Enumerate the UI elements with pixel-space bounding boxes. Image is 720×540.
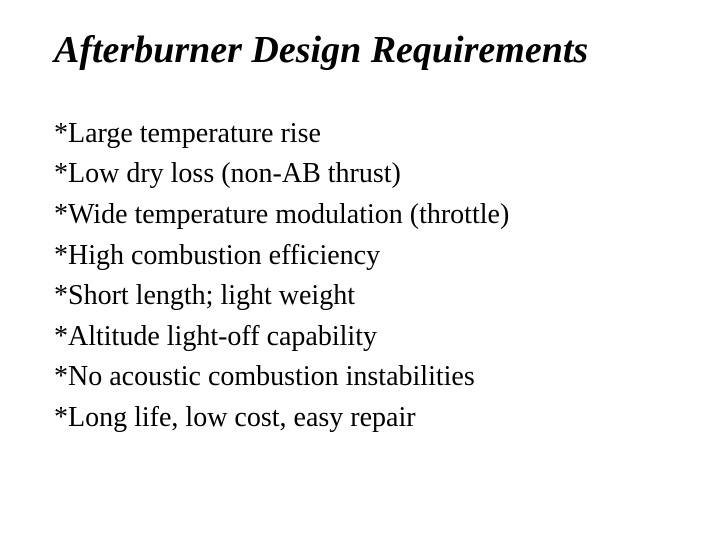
list-item: Short length; light weight	[54, 276, 666, 317]
list-item: High combustion efficiency	[54, 236, 666, 277]
list-item: No acoustic combustion instabilities	[54, 357, 666, 398]
slide-title: Afterburner Design Requirements	[54, 30, 666, 72]
list-item: Altitude light-off capability	[54, 317, 666, 358]
bullet-list: Large temperature rise Low dry loss (non…	[54, 114, 666, 439]
slide: Afterburner Design Requirements Large te…	[0, 0, 720, 540]
list-item: Low dry loss (non-AB thrust)	[54, 154, 666, 195]
list-item: Wide temperature modulation (throttle)	[54, 195, 666, 236]
list-item: Large temperature rise	[54, 114, 666, 155]
list-item: Long life, low cost, easy repair	[54, 398, 666, 439]
